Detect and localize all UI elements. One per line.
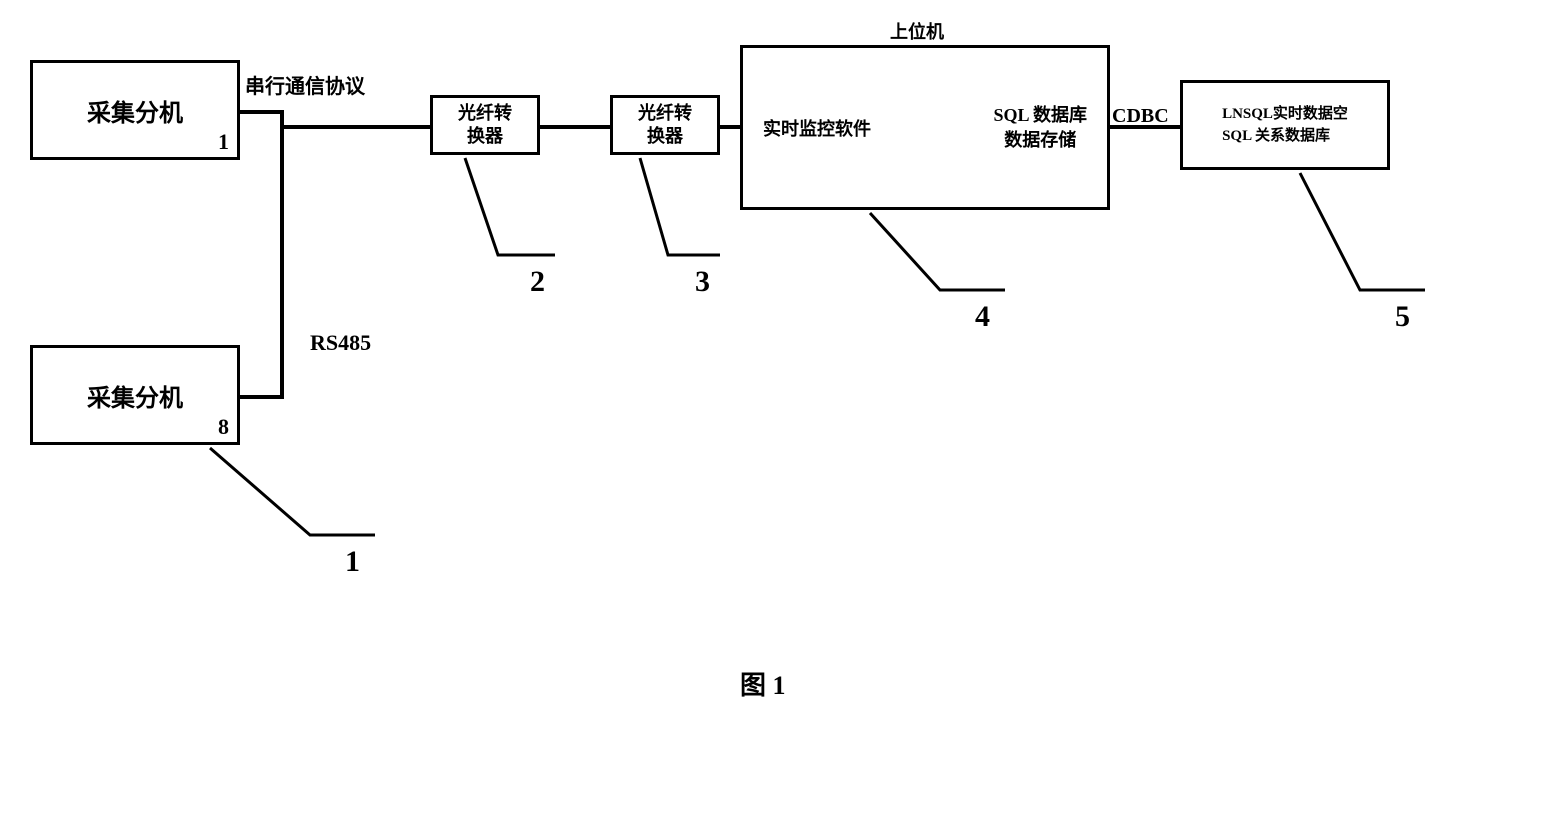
callout-line-2 <box>465 158 555 255</box>
callout-line-3 <box>640 158 720 255</box>
callout-number: 1 <box>345 545 360 579</box>
callout-number: 4 <box>975 300 990 334</box>
callout-line-1 <box>210 448 375 535</box>
callout-line-5 <box>1300 173 1425 290</box>
callout-line-4 <box>870 213 1005 290</box>
figure-caption: 图 1 <box>740 665 786 702</box>
callout-number: 2 <box>530 265 545 299</box>
callout-number: 3 <box>695 265 710 299</box>
callout-number: 5 <box>1395 300 1410 334</box>
